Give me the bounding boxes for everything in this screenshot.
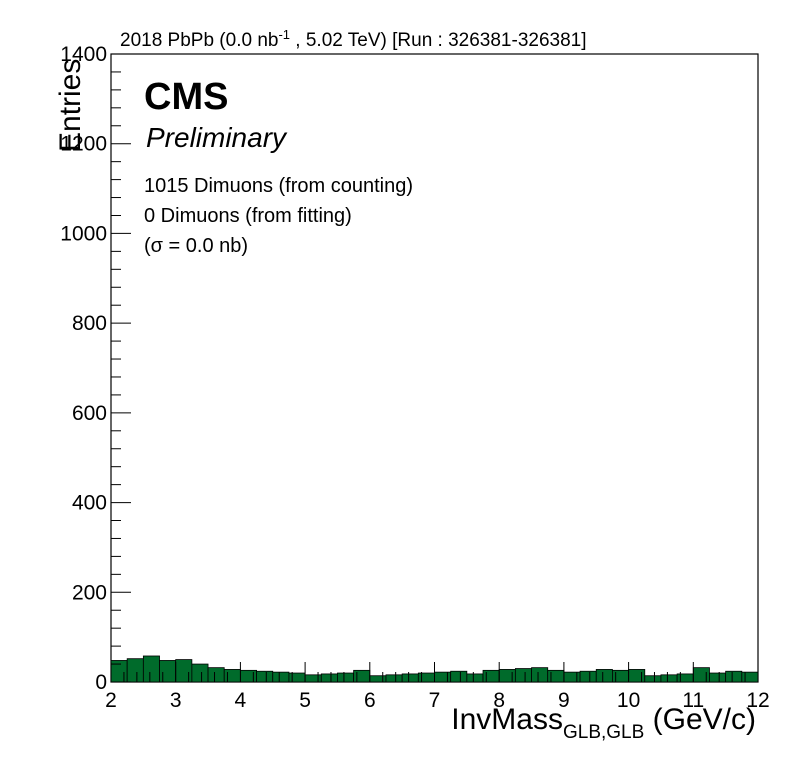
x-tick-label: 3: [170, 689, 182, 712]
histogram-bin: [353, 669, 371, 683]
x-tick-label: 4: [235, 689, 247, 712]
histogram-bin: [434, 671, 452, 683]
annotation-cross-section: (σ = 0.0 nb): [144, 235, 248, 257]
histogram-bin: [142, 655, 160, 683]
run-header-suffix: , 5.02 TeV) [Run : 326381-326381]: [290, 30, 586, 51]
y-tick-label: 1200: [60, 133, 107, 156]
histogram-bin: [563, 671, 581, 683]
run-header-prefix: 2018 PbPb (0.0 nb: [120, 30, 278, 51]
histogram-bin: [369, 675, 387, 683]
histogram-bin: [498, 669, 516, 683]
x-axis-label-main: InvMass: [451, 703, 563, 736]
histogram-bin: [547, 669, 565, 683]
histogram-bin: [531, 667, 549, 683]
run-header-sup: -1: [278, 27, 290, 42]
experiment-label: CMS: [144, 76, 228, 118]
x-tick-label: 9: [558, 689, 570, 712]
histogram-bin: [676, 673, 694, 683]
x-tick-label: 7: [429, 689, 441, 712]
histogram-bin: [207, 667, 225, 683]
histogram-bars: [110, 655, 759, 683]
histogram-bin: [450, 670, 468, 683]
histogram-bin: [628, 669, 646, 683]
histogram-bin: [239, 669, 257, 683]
status-label: Preliminary: [146, 122, 288, 153]
x-tick-label: 11: [682, 689, 704, 712]
x-tick-label: 6: [364, 689, 376, 712]
y-axis-label: Entries: [54, 59, 87, 152]
histogram-bin: [223, 669, 241, 683]
histogram-bin: [126, 658, 144, 683]
x-tick-label: 12: [746, 689, 769, 712]
y-tick-label: 0: [95, 671, 107, 694]
histogram-bin: [725, 670, 743, 683]
y-tick-label: 1000: [60, 222, 107, 245]
histogram-bin: [385, 674, 403, 683]
histogram-bin: [579, 670, 597, 683]
y-axis: 0 200 400 600 800 1000 1200 1400: [60, 43, 131, 694]
x-axis: 2 3 4 5 6 7 8 9 10 11 12: [105, 662, 770, 712]
histogram-bin: [272, 671, 290, 683]
x-axis-label-unit: (GeV/c): [644, 703, 756, 736]
y-tick-label: 800: [72, 312, 107, 335]
histogram-bin: [288, 672, 306, 683]
histogram-bin: [692, 667, 710, 683]
y-tick-label: 1400: [60, 43, 107, 66]
histogram-bin: [514, 668, 532, 683]
histogram-bin: [175, 659, 193, 683]
y-tick-label: 600: [72, 402, 107, 425]
histogram-bin: [256, 670, 274, 683]
x-tick-label: 8: [493, 689, 505, 712]
histogram-bin: [741, 671, 759, 683]
histogram-bin: [644, 675, 662, 683]
run-header: 2018 PbPb (0.0 nb-1 , 5.02 TeV) [Run : 3…: [120, 27, 587, 52]
histogram-bin: [709, 672, 727, 683]
annotation-fitting: 0 Dimuons (from fitting): [144, 205, 352, 227]
x-axis-label-sub: GLB,GLB: [563, 722, 644, 743]
x-tick-label: 5: [299, 689, 311, 712]
histogram-bin: [417, 672, 435, 683]
histogram-bin: [191, 663, 209, 683]
histogram-bin: [612, 669, 629, 683]
y-tick-label: 400: [72, 492, 107, 515]
histogram-bin: [337, 672, 355, 683]
histogram-bin: [401, 673, 419, 683]
histogram-bin: [466, 673, 484, 683]
x-tick-label: 10: [617, 689, 640, 712]
histogram-bin: [482, 669, 500, 683]
histogram-bin: [159, 660, 177, 683]
histogram-bin: [304, 674, 322, 683]
y-tick-label: 200: [72, 581, 107, 604]
annotation-counting: 1015 Dimuons (from counting): [144, 175, 413, 197]
histogram-bin: [660, 674, 678, 683]
x-axis-label: InvMassGLB,GLB (GeV/c): [451, 703, 756, 743]
histogram-bin: [320, 673, 338, 683]
histogram-bin: [595, 669, 613, 683]
x-tick-label: 2: [105, 689, 117, 712]
